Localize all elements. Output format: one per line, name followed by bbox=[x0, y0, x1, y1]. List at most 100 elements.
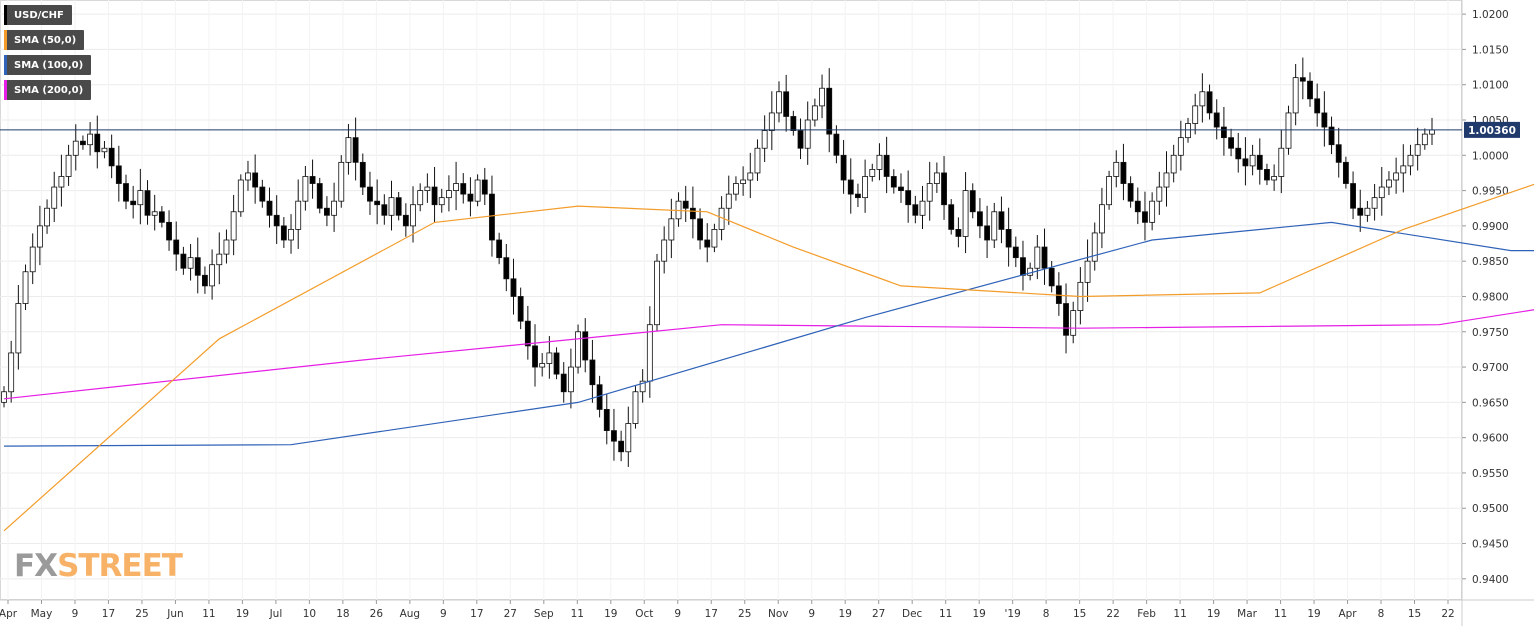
plot-frame bbox=[0, 0, 1462, 600]
candle-down bbox=[1206, 91, 1213, 114]
x-tick-label: Sep bbox=[534, 608, 554, 620]
x-tick-label: 27 bbox=[504, 608, 517, 620]
candle-down bbox=[1228, 137, 1234, 149]
candle-up bbox=[632, 391, 639, 424]
candle-down bbox=[704, 239, 711, 248]
candle-up bbox=[36, 225, 43, 248]
candle-down bbox=[1020, 257, 1026, 276]
x-tick-label: 11 bbox=[1274, 608, 1287, 620]
x-tick-label: 11 bbox=[571, 608, 584, 620]
x-tick-label: Apr bbox=[0, 608, 18, 620]
candle-up bbox=[1185, 123, 1191, 139]
candle-down bbox=[840, 154, 847, 181]
candle-down bbox=[489, 193, 495, 241]
x-tick-label: Mar bbox=[1237, 608, 1257, 620]
candle-up bbox=[216, 253, 223, 266]
candle-down bbox=[977, 211, 983, 227]
y-tick-label: 0.9700 bbox=[1472, 362, 1509, 374]
candle-down bbox=[603, 409, 610, 431]
candle-down bbox=[524, 320, 531, 347]
candle-up bbox=[1106, 176, 1112, 206]
candle-up bbox=[740, 179, 747, 184]
candle-up bbox=[187, 257, 194, 269]
x-tick-label: Jun bbox=[166, 608, 183, 620]
candle-down bbox=[1314, 98, 1321, 114]
y-tick-label: 0.9550 bbox=[1472, 468, 1509, 480]
candle-up bbox=[230, 211, 237, 241]
candle-down bbox=[790, 116, 797, 131]
candle-down bbox=[1220, 126, 1227, 139]
candle-up bbox=[876, 154, 883, 170]
candle-down bbox=[467, 193, 474, 202]
candle-up bbox=[51, 186, 58, 209]
candle-up bbox=[302, 176, 309, 202]
candle-up bbox=[1070, 310, 1077, 336]
legend-item-usdchf[interactable]: USD/CHF bbox=[4, 5, 72, 25]
candle-down bbox=[158, 211, 165, 223]
x-tick-label: 11 bbox=[202, 608, 215, 620]
y-tick-label: 1.0150 bbox=[1472, 44, 1509, 56]
legend-item-sma200[interactable]: SMA (200,0) bbox=[4, 80, 92, 100]
candle-up bbox=[245, 172, 251, 181]
legend-label-usdchf: USD/CHF bbox=[14, 9, 64, 21]
candle-up bbox=[1292, 77, 1299, 114]
candle-down bbox=[1120, 161, 1127, 184]
x-tick-label: 19 bbox=[839, 608, 852, 620]
candle-up bbox=[209, 264, 216, 287]
legend-item-sma100[interactable]: SMA (100,0) bbox=[4, 55, 92, 75]
legend-label-sma100: SMA (100,0) bbox=[14, 59, 84, 71]
x-tick-label: 15 bbox=[1073, 608, 1086, 620]
candle-up bbox=[8, 352, 15, 393]
candle-up bbox=[1429, 129, 1435, 135]
y-tick-label: 1.0200 bbox=[1472, 9, 1509, 21]
x-tick-label: 9 bbox=[674, 608, 681, 620]
x-tick-label: 17 bbox=[102, 608, 115, 620]
y-tick-label: 0.9850 bbox=[1472, 256, 1509, 268]
candle-up bbox=[338, 161, 345, 202]
candle-down bbox=[1012, 246, 1019, 259]
y-tick-label: 0.9400 bbox=[1472, 574, 1509, 586]
candle-down bbox=[309, 176, 316, 184]
candle-up bbox=[223, 239, 230, 255]
candle-up bbox=[1, 391, 7, 403]
candle-down bbox=[697, 218, 703, 241]
candle-up bbox=[761, 130, 768, 149]
candle-up bbox=[1285, 112, 1292, 149]
candle-down bbox=[395, 197, 402, 216]
candle-down bbox=[582, 331, 589, 361]
sma-100-line bbox=[3, 221, 1534, 447]
x-tick-label: 22 bbox=[1441, 608, 1454, 620]
candle-up bbox=[991, 211, 998, 241]
candle-up bbox=[625, 423, 632, 453]
legend-label-sma200: SMA (200,0) bbox=[14, 84, 84, 96]
candle-up bbox=[1098, 204, 1105, 234]
candle-down bbox=[1335, 144, 1342, 163]
candle-down bbox=[496, 239, 503, 259]
candle-down bbox=[1005, 229, 1012, 248]
candle-down bbox=[194, 257, 201, 276]
x-tick-label: 19 bbox=[972, 608, 985, 620]
candle-down bbox=[984, 225, 991, 241]
legend-item-sma50[interactable]: SMA (50,0) bbox=[4, 30, 85, 50]
candle-down bbox=[402, 214, 409, 227]
x-tick-label: Apr bbox=[1338, 608, 1357, 620]
candle-down bbox=[367, 186, 373, 202]
x-tick-label: 10 bbox=[303, 608, 316, 620]
x-tick-label: Oct bbox=[635, 608, 653, 620]
candle-down bbox=[1299, 77, 1306, 82]
candle-up bbox=[151, 211, 158, 216]
x-tick-label: 9 bbox=[72, 608, 79, 620]
candle-down bbox=[180, 253, 187, 269]
candle-up bbox=[768, 112, 775, 131]
candle-down bbox=[1264, 169, 1270, 181]
candle-down bbox=[1242, 158, 1249, 167]
y-tick-label: 0.9950 bbox=[1472, 186, 1509, 198]
candle-down bbox=[381, 204, 388, 216]
candle-up bbox=[445, 190, 452, 199]
candle-up bbox=[933, 172, 940, 184]
x-tick-label: May bbox=[31, 608, 53, 620]
candle-down bbox=[324, 207, 330, 216]
x-tick-label: 19 bbox=[1207, 608, 1220, 620]
candle-down bbox=[359, 161, 366, 188]
candle-down bbox=[905, 190, 912, 206]
